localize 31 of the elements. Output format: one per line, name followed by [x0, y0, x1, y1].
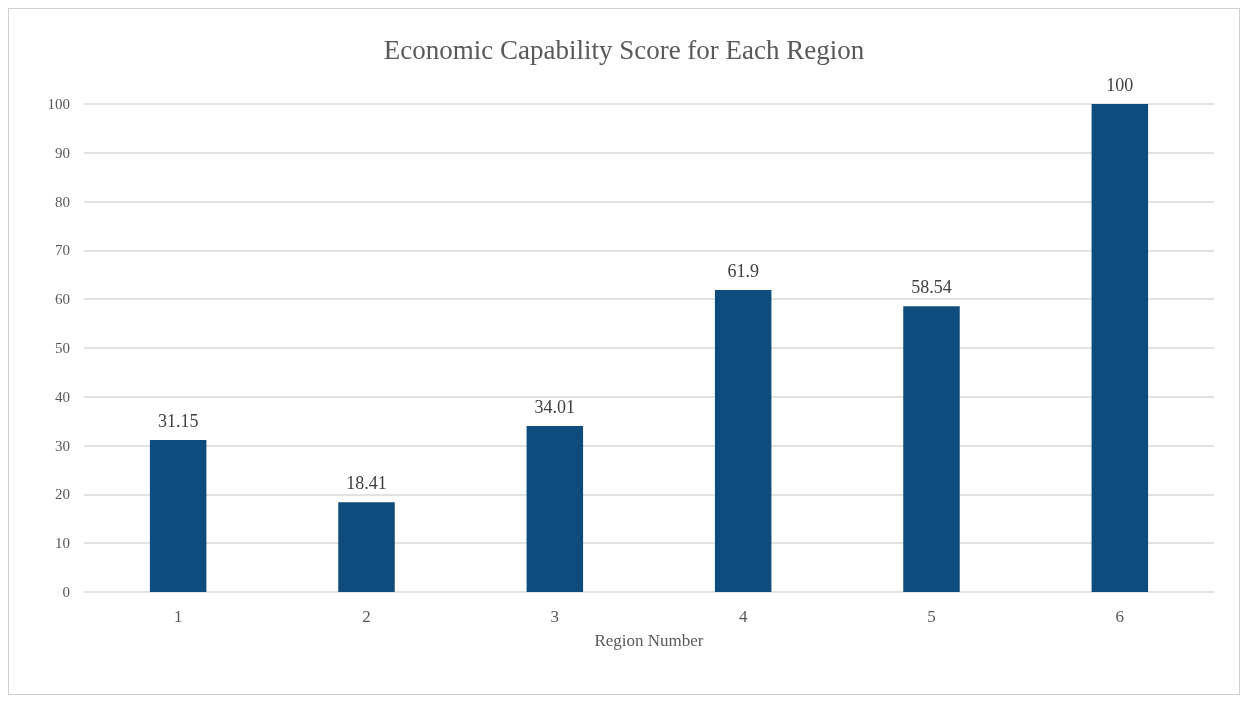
y-tick-label: 60 — [55, 291, 70, 308]
x-tick-label: 1 — [173, 607, 183, 626]
x-tick-label: 6 — [1115, 607, 1125, 626]
chart-title: Economic Capability Score for Each Region — [383, 34, 865, 65]
x-tick-label: 5 — [927, 607, 936, 626]
bar — [526, 426, 584, 592]
y-tick-label: 70 — [55, 242, 70, 259]
bar — [149, 439, 207, 592]
bar — [714, 289, 772, 592]
data-label: 61.9 — [727, 260, 759, 281]
bar — [903, 306, 960, 592]
y-tick-label: 90 — [55, 144, 70, 161]
y-tick-label: 30 — [55, 437, 70, 454]
x-axis-title: Region Number — [594, 631, 704, 650]
y-tick-label: 50 — [55, 340, 70, 356]
data-label: 100 — [1106, 75, 1134, 95]
bar — [338, 502, 395, 592]
x-tick-label: 3 — [550, 607, 560, 626]
y-tick-label: 10 — [55, 535, 70, 552]
x-tick-label: 2 — [362, 607, 371, 626]
data-label: 18.41 — [346, 473, 387, 494]
data-label: 31.15 — [157, 410, 199, 431]
data-label: 34.01 — [534, 397, 576, 418]
data-label: 58.54 — [911, 277, 952, 298]
y-tick-label: 100 — [47, 96, 70, 112]
y-tick-label: 20 — [55, 486, 70, 503]
y-tick-label: 40 — [55, 388, 70, 405]
x-tick-label: 4 — [738, 607, 748, 626]
y-tick-label: 0 — [62, 584, 70, 600]
bar — [1091, 104, 1149, 592]
y-tick-label: 80 — [55, 193, 70, 210]
